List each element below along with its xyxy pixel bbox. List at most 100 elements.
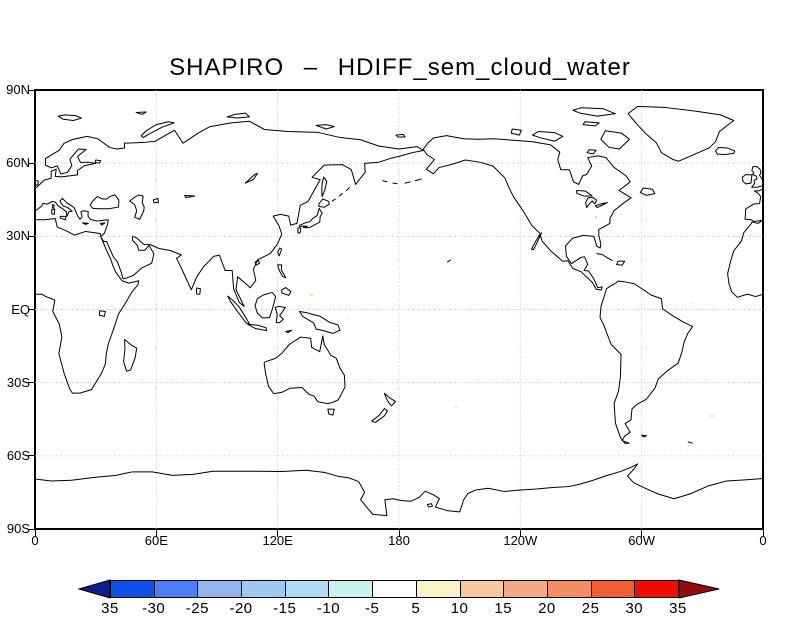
lat-label: EQ: [11, 301, 30, 317]
coastline: [278, 265, 286, 278]
lon-tick: [762, 530, 764, 537]
colorbar-label: -15: [273, 600, 297, 617]
lat-label: 90N: [6, 82, 30, 97]
lon-label: 60W: [628, 533, 656, 548]
colorbar-label: -30: [142, 600, 166, 617]
colorbar-label: 5: [411, 600, 421, 617]
colorbar-label: -25: [185, 600, 209, 617]
lat-label: 60N: [6, 155, 30, 171]
lon-tick: [519, 530, 521, 537]
coastline: [298, 228, 301, 233]
coastline: [595, 203, 607, 208]
colorbar-right-arrow: [678, 579, 720, 599]
coastline: [130, 195, 145, 219]
lat-tick: [28, 162, 35, 164]
coastline: [573, 108, 615, 116]
coastline: [339, 194, 342, 196]
coastline: [617, 261, 625, 265]
coastline: [423, 136, 631, 290]
coastline: [322, 177, 327, 197]
colorbar-segment: [503, 580, 548, 598]
data-speck: [310, 294, 313, 296]
coastline: [124, 339, 137, 371]
data-speck: [455, 406, 457, 408]
world-map: [35, 90, 763, 529]
coastline: [383, 181, 387, 182]
coastline: [372, 409, 388, 423]
coastline: [511, 129, 521, 135]
data-speck: [692, 302, 694, 304]
coastline: [715, 148, 734, 155]
colorbar-segment: [110, 580, 155, 598]
coastline: [99, 311, 105, 317]
coastline: [255, 261, 259, 265]
coastline: [577, 190, 593, 196]
lon-label: 0: [759, 533, 767, 548]
colorbar-segment: [372, 580, 417, 598]
coastline: [597, 254, 612, 261]
lon-label: 60E: [144, 533, 168, 548]
coastline: [58, 115, 81, 121]
coastline: [688, 442, 692, 443]
coastline: [35, 464, 763, 516]
lat-tick: [28, 382, 35, 384]
coastline: [304, 226, 307, 228]
colorbar-label: 15: [494, 600, 513, 617]
lon-label: 0: [31, 533, 39, 548]
colorbar-segment: [416, 580, 461, 598]
coastline: [587, 150, 596, 154]
coastline: [136, 112, 146, 114]
coastline: [742, 175, 752, 184]
coastline: [752, 167, 763, 188]
colorbar-segment: [285, 580, 329, 598]
lat-label: 30N: [6, 228, 30, 244]
data-speck: [710, 415, 714, 417]
coastline: [532, 131, 562, 141]
coastline: [586, 198, 597, 208]
data-speck: [595, 216, 597, 218]
coastline: [448, 260, 451, 262]
coastline: [405, 182, 410, 183]
coastline: [228, 296, 250, 324]
coastline: [319, 199, 330, 207]
lon-tick: [641, 530, 643, 537]
lon-tick: [398, 530, 400, 537]
coastline: [90, 195, 119, 209]
lat-label: 60S: [6, 447, 30, 463]
lat-tick: [28, 528, 35, 530]
coastline: [415, 179, 421, 181]
data-speck: [346, 317, 349, 319]
lon-label: 120W: [503, 533, 538, 548]
coastline: [728, 220, 763, 297]
coastline: [328, 409, 334, 415]
colorbar-segment: [328, 580, 373, 598]
coastline: [275, 306, 285, 323]
colorbar-segment: [547, 580, 592, 598]
colorbar-label: -20: [229, 600, 253, 617]
colorbar-segment: [241, 580, 286, 598]
coastline: [35, 179, 38, 186]
colorbar-segment: [634, 580, 679, 598]
lat-tick: [28, 455, 35, 457]
lon-tick: [277, 530, 279, 537]
colorbar-segment: [197, 580, 242, 598]
coastline: [316, 125, 334, 129]
colorbar-label: 10: [450, 600, 469, 617]
colorbar-segment: [591, 580, 635, 598]
lat-label: 30S: [6, 374, 30, 390]
coastline: [264, 336, 345, 404]
coastline: [35, 219, 139, 394]
coastline: [95, 160, 100, 163]
coastline: [245, 173, 257, 183]
coastline: [384, 393, 395, 405]
coastline: [100, 223, 104, 225]
coastline: [628, 106, 734, 161]
coastline: [227, 113, 249, 118]
coastline: [278, 248, 282, 256]
coastline: [396, 134, 405, 137]
coastline: [640, 188, 655, 195]
lon-tick: [34, 530, 36, 537]
coastline: [255, 292, 276, 318]
lon-label: 180: [388, 533, 410, 548]
coastline: [332, 199, 335, 201]
